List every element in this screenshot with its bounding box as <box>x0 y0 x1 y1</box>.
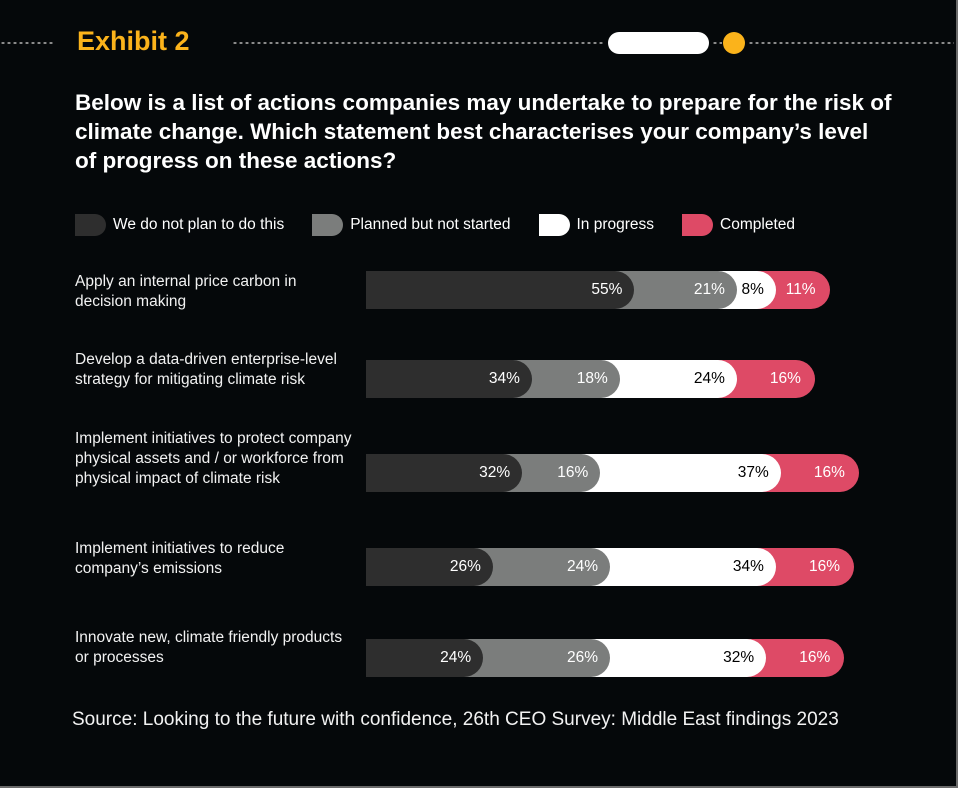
data-label: 34% <box>732 558 764 575</box>
dotted-rule-middle <box>232 42 604 44</box>
data-label: 16% <box>769 370 801 387</box>
data-label: 26% <box>449 558 481 575</box>
bar-segment-we-do-not-plan-to-do-this <box>366 639 484 677</box>
exhibit-title: Exhibit 2 <box>77 26 190 56</box>
data-label: 16% <box>799 649 831 666</box>
data-label: 11% <box>785 281 816 298</box>
legend-swatch <box>75 214 106 236</box>
source-note: Source: Looking to the future with confi… <box>72 709 839 730</box>
data-label: 18% <box>576 370 608 387</box>
category-label: Develop a data-driven enterprise-level s… <box>75 351 337 388</box>
legend-label: We do not plan to do this <box>113 216 285 233</box>
decorative-dot <box>723 32 745 54</box>
chart-question-title: Below is a list of actions companies may… <box>75 90 892 173</box>
data-label: 34% <box>488 370 520 387</box>
legend-swatch <box>312 214 344 236</box>
data-label: 21% <box>693 281 725 298</box>
legend-label: Planned but not started <box>350 216 511 233</box>
data-label: 37% <box>737 464 769 481</box>
bar-segment-we-do-not-plan-to-do-this <box>366 548 493 586</box>
bar-segment-we-do-not-plan-to-do-this <box>366 360 532 398</box>
legend-label: In progress <box>576 216 655 233</box>
bar-segment-we-do-not-plan-to-do-this <box>366 454 523 492</box>
legend-swatch <box>682 214 714 236</box>
data-label: 24% <box>693 370 725 387</box>
legend-item: Planned but not started <box>312 214 511 236</box>
data-label: 16% <box>813 464 845 481</box>
frame-border-bottom <box>0 786 958 788</box>
category-label: Innovate new, climate friendly products … <box>75 629 343 666</box>
category-label: Implement initiatives to reduce company’… <box>75 540 285 577</box>
data-label: 24% <box>566 558 598 575</box>
data-label: 32% <box>723 649 755 666</box>
legend-item: In progress <box>538 214 655 236</box>
frame-border-right <box>956 0 958 788</box>
legend-item: We do not plan to do this <box>75 214 284 236</box>
legend: We do not plan to do this Planned but not… <box>75 214 823 236</box>
data-label: 24% <box>440 649 472 666</box>
data-label: 16% <box>557 464 589 481</box>
legend-swatch <box>538 214 570 236</box>
category-label: Apply an internal price carbon in decisi… <box>75 273 297 310</box>
dotted-rule-right <box>748 42 954 44</box>
data-label: 26% <box>566 649 598 666</box>
dotted-rule-gap <box>712 42 722 44</box>
data-label: 32% <box>479 464 511 481</box>
dotted-rule-left <box>0 42 55 44</box>
data-label: 16% <box>808 558 840 575</box>
bar-segment-we-do-not-plan-to-do-this <box>366 271 635 309</box>
decorative-pill <box>608 32 709 54</box>
data-label: 8% <box>741 281 764 298</box>
data-label: 55% <box>591 281 623 298</box>
category-label: Implement initiatives to protect company… <box>75 430 352 487</box>
legend-label: Completed <box>720 216 796 233</box>
legend-item: Completed <box>682 214 795 236</box>
